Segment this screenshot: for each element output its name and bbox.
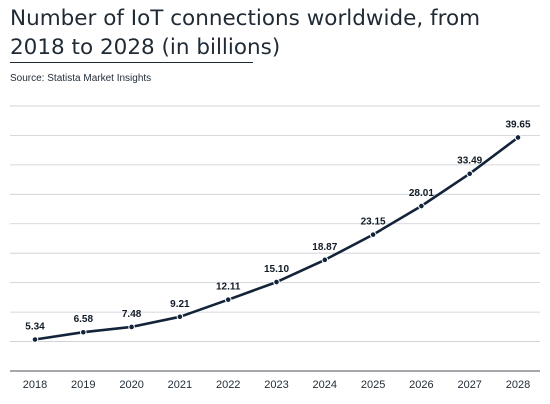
- data-label: 15.10: [264, 264, 289, 275]
- data-point: [369, 231, 377, 238]
- x-tick-label: 2026: [409, 379, 433, 391]
- x-tick-label: 2025: [361, 379, 385, 391]
- x-tick-label: 2023: [264, 379, 288, 391]
- data-points: [31, 134, 522, 343]
- data-point: [466, 170, 474, 178]
- data-label: 7.48: [122, 309, 142, 320]
- data-label: 33.49: [457, 156, 482, 167]
- x-tick-label: 2022: [216, 379, 240, 391]
- x-tick-label: 2028: [506, 379, 530, 391]
- title-underline: [10, 62, 253, 63]
- data-point: [80, 328, 87, 336]
- x-tick-label: 2021: [168, 379, 192, 391]
- data-point: [31, 336, 39, 343]
- data-label: 39.65: [505, 119, 530, 130]
- data-point: [224, 296, 232, 303]
- source-note: Source: Statista Market Insights: [10, 73, 152, 84]
- data-labels: 5.34 6.58 7.48 9.21 12.11 15.10 18.87 23.15 28.0…: [25, 119, 531, 332]
- x-tick-label: 2018: [23, 379, 47, 391]
- chart-title: Number of IoT connections worldwide, fro…: [10, 6, 481, 60]
- x-tick-labels: 2018 2019 2020 2021 2022 2023 2024 2025 2026 2027…: [23, 379, 530, 391]
- x-tick-label: 2024: [313, 379, 337, 391]
- data-point: [273, 278, 280, 286]
- grid-lines: [10, 105, 540, 342]
- series-line: [33, 136, 520, 341]
- data-point: [514, 134, 522, 141]
- data-label: 6.58: [74, 314, 94, 325]
- data-point: [128, 323, 135, 331]
- data-label: 9.21: [170, 299, 190, 310]
- data-point: [321, 256, 329, 264]
- data-label: 23.15: [361, 217, 386, 228]
- data-label: 12.11: [216, 282, 241, 293]
- series-line-group: [33, 136, 520, 341]
- data-point: [176, 313, 184, 321]
- data-label: 18.87: [312, 242, 337, 253]
- data-label: 5.34: [25, 322, 45, 333]
- x-tick-label: 2019: [71, 379, 95, 391]
- x-tick-label: 2020: [119, 379, 143, 391]
- data-label: 28.01: [409, 188, 434, 199]
- x-tick-label: 2027: [457, 379, 481, 391]
- data-point: [418, 202, 425, 210]
